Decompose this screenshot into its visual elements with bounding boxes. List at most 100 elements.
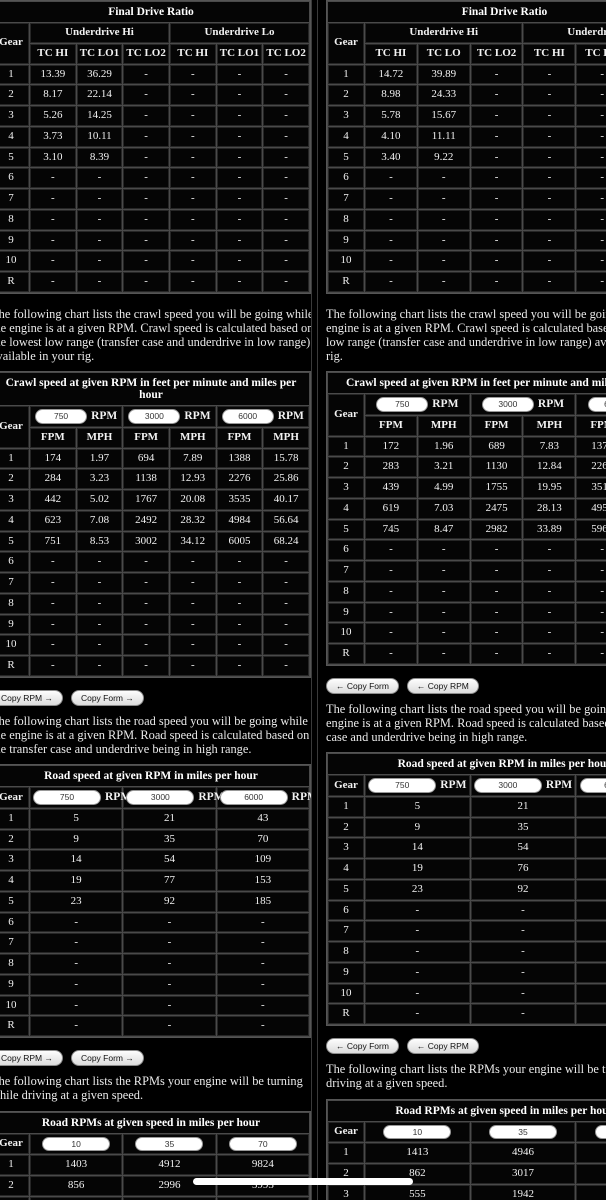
copy-road-button-0[interactable]: Copy RPM →: [0, 1050, 63, 1067]
table-row: 7---: [0, 933, 309, 954]
road-value-cell: 5: [30, 808, 123, 829]
fdr-value-cell: -: [417, 189, 470, 209]
crawl-value-cell: 2260: [576, 457, 606, 478]
crawl-value-cell: -: [169, 635, 216, 656]
fdr-value-cell: -: [417, 251, 470, 271]
road-rpm-input-0[interactable]: 750: [368, 778, 437, 793]
rpm-value-cell: 2996: [123, 1175, 216, 1196]
road-value-cell: 184: [576, 879, 606, 900]
rpm-input-2[interactable]: 6000: [221, 409, 274, 424]
fdr-value-cell: -: [216, 126, 263, 147]
table-row: 8------: [328, 581, 606, 602]
rpm-value-cell: 551: [30, 1196, 123, 1200]
copy-road-button-1[interactable]: Copy Form →: [70, 1050, 144, 1067]
road-value-cell: -: [470, 900, 576, 921]
speed-input-0[interactable]: 10: [42, 1136, 111, 1152]
fdr-value-cell: -: [576, 147, 606, 168]
road-gear-cell: R: [328, 1004, 364, 1025]
road-value-cell: -: [216, 933, 309, 954]
rpm-input-1[interactable]: 3000: [128, 409, 181, 424]
fdr-gear-cell: 9: [0, 230, 29, 251]
rpm-value-cell: 1942: [470, 1184, 576, 1200]
crawl-value-cell: -: [523, 623, 576, 644]
fdr-gear-cell: 6: [328, 168, 364, 188]
crawl-value-cell: 4.99: [417, 478, 470, 498]
table-row: 2 284 3.23 1138 12.93 2276 25.86: [0, 469, 309, 490]
pane-left[interactable]: Final Drive Ratio Gear Underdrive Hi Underd…: [0, 0, 311, 1200]
fdr-value-cell: -: [30, 251, 76, 271]
speed-input-2[interactable]: 70: [228, 1136, 297, 1152]
fdr-value-cell: -: [76, 251, 123, 271]
fdr-value-cell: -: [470, 209, 523, 230]
pane-right[interactable]: Final Drive Ratio Gear Underdrive Hi Underd…: [318, 0, 606, 1200]
road-value-cell: -: [576, 1004, 606, 1025]
crawl-rpm-header-1: 3000 RPM: [123, 406, 216, 427]
rpm-value-cell: 6034: [576, 1163, 606, 1184]
rpm-unit-label-2: RPM: [277, 410, 304, 423]
road-rpm-input-2[interactable]: 6000: [219, 790, 288, 805]
copy-road-button-0[interactable]: ← Copy Form: [326, 1038, 399, 1055]
rpm-input-2[interactable]: 6000: [587, 397, 606, 412]
fdr-value-cell: -: [417, 230, 470, 251]
rpm-input-1[interactable]: 3000: [481, 397, 534, 412]
fdr-value-cell: -: [523, 189, 576, 209]
rpm-value-cell: 3017: [470, 1163, 576, 1184]
copy-crawl-button-1[interactable]: ← Copy RPM: [406, 677, 479, 694]
crawl-speed-note: The following chart lists the crawl spee…: [326, 306, 606, 364]
copy-crawl-button-1[interactable]: Copy Form →: [70, 689, 144, 706]
rpm-gear-header: Gear: [328, 1121, 364, 1143]
crawl-value-cell: -: [76, 552, 123, 573]
pane-right-content: Final Drive Ratio Gear Underdrive Hi Underd…: [326, 0, 606, 1200]
crawl-value-cell: -: [523, 602, 576, 623]
rpm-gear-cell: 1: [328, 1143, 364, 1163]
pane-divider[interactable]: [311, 0, 318, 1200]
road-gear-cell: 5: [328, 879, 364, 900]
speed-input-0[interactable]: 10: [383, 1124, 452, 1140]
crawl-value-cell: -: [417, 540, 470, 561]
rpm-input-0[interactable]: 750: [35, 409, 88, 424]
table-row: 7------: [0, 573, 309, 593]
crawl-value-cell: 174: [30, 448, 76, 469]
crawl-value-cell: 439: [365, 478, 417, 498]
road-value-cell: 54: [470, 838, 576, 859]
rpm-input-0[interactable]: 750: [376, 397, 429, 412]
crawl-value-cell: 34.12: [169, 531, 216, 552]
copy-crawl-button-0[interactable]: ← Copy Form: [326, 677, 399, 694]
crawl-speed-table-wrap: Crawl speed at given RPM in feet per min…: [326, 371, 606, 666]
fdr-group-header-1: Underdrive Lo: [523, 23, 606, 43]
fdr-value-cell: -: [365, 272, 417, 292]
horizontal-scrollbar[interactable]: [193, 1178, 413, 1185]
crawl-value-cell: 28.13: [523, 498, 576, 519]
table-row: 5 3.10 8.39- - - -: [0, 147, 309, 168]
fdr-gear-cell: 7: [328, 189, 364, 209]
rpm-speed-header-2: 70: [216, 1133, 309, 1155]
road-rpm-input-1[interactable]: 3000: [473, 778, 542, 793]
road-rpm-input-1[interactable]: 3000: [126, 790, 195, 805]
speed-input-1[interactable]: 35: [488, 1124, 557, 1140]
copy-crawl-button-0[interactable]: Copy RPM →: [0, 689, 63, 706]
road-value-cell: 9: [365, 817, 470, 838]
fdr-value-cell: -: [263, 106, 309, 126]
fdr-value-cell: -: [169, 85, 216, 105]
fdr-value-cell: -: [216, 251, 263, 271]
road-speed-note: The following chart lists the road speed…: [326, 701, 606, 745]
fdr-value-cell: 10.11: [76, 126, 123, 147]
crawl-value-cell: -: [169, 656, 216, 676]
speed-input-2[interactable]: 70: [594, 1124, 606, 1140]
crawl-subcol-2-0: FPM: [216, 427, 263, 448]
fdr-value-cell: -: [169, 126, 216, 147]
fdr-value-cell: -: [169, 147, 216, 168]
road-rpm-input-2[interactable]: 6000: [579, 778, 606, 793]
speed-input-1[interactable]: 35: [135, 1136, 204, 1152]
crawl-value-cell: -: [523, 561, 576, 581]
road-rpm-caption: Road RPMs at given speed in miles per ho…: [327, 1099, 606, 1121]
rpm-value-cell: 1929: [123, 1196, 216, 1200]
rpm-gear-cell: 2: [0, 1175, 29, 1196]
copy-road-button-1[interactable]: ← Copy RPM: [406, 1038, 479, 1055]
fdr-gear-cell: 2: [0, 85, 29, 105]
crawl-value-cell: -: [123, 635, 169, 656]
fdr-value-cell: 8.17: [30, 85, 76, 105]
road-rpm-input-0[interactable]: 750: [33, 790, 101, 805]
road-value-cell: 23: [30, 891, 123, 912]
fdr-gear-cell: 1: [0, 64, 29, 85]
